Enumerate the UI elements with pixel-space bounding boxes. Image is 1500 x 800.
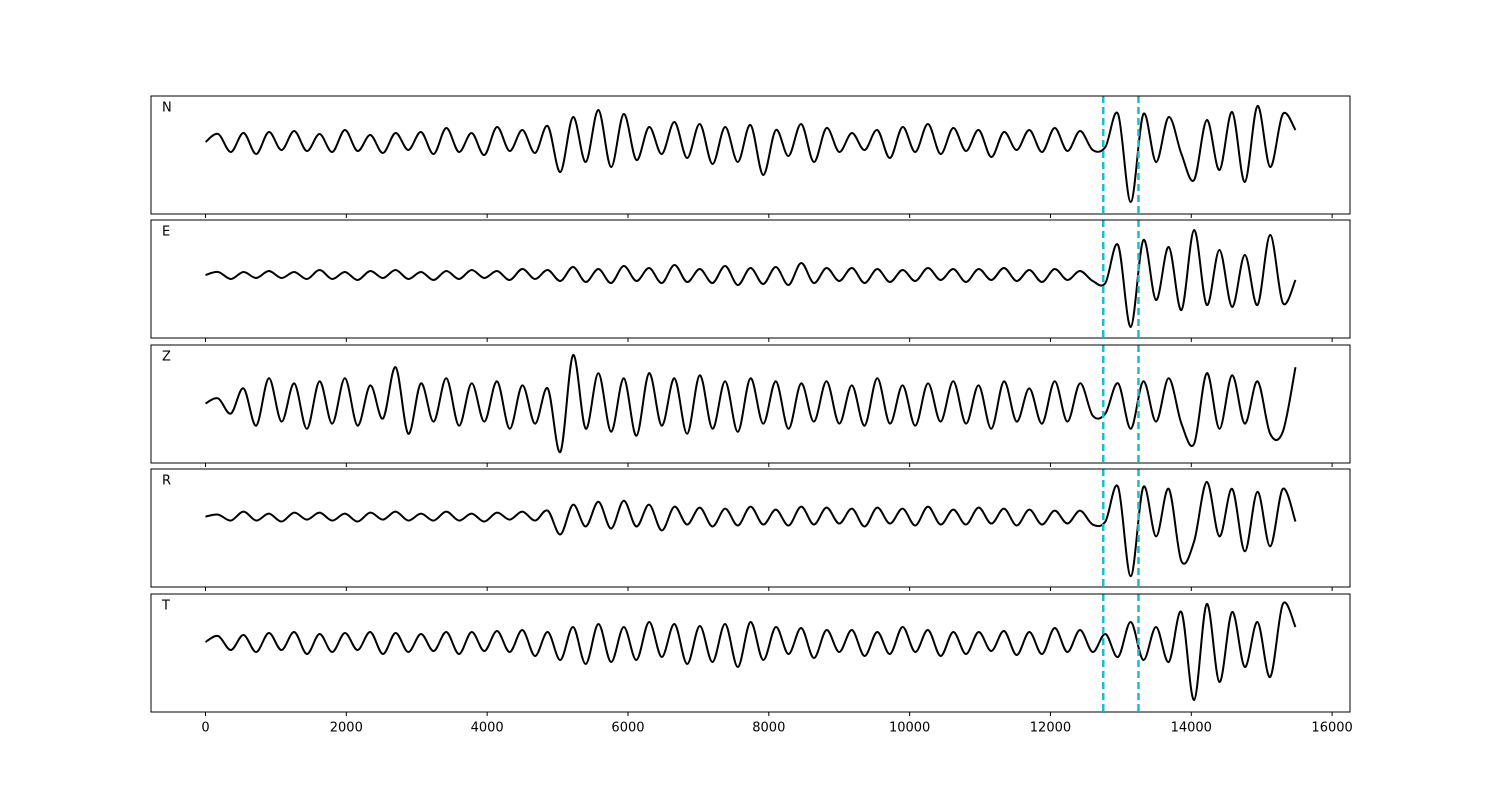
x-tick-label: 2000 — [330, 721, 363, 736]
panel-frame — [150, 344, 1351, 464]
trace — [205, 354, 1297, 453]
panel-label: R — [162, 474, 171, 489]
trace — [205, 228, 1297, 329]
panel-frame — [150, 468, 1351, 588]
x-tick-label: 10000 — [889, 721, 930, 736]
x-tick-label: 6000 — [611, 721, 644, 736]
trace — [204, 104, 1297, 203]
trace — [205, 480, 1297, 578]
x-tick-label: 12000 — [1030, 721, 1071, 736]
panel-frame — [150, 95, 1351, 215]
x-tick-label: 14000 — [1171, 721, 1212, 736]
panel-frame — [150, 593, 1351, 713]
x-tick-label: 16000 — [1311, 721, 1352, 736]
panel-label: N — [162, 101, 172, 116]
trace — [204, 601, 1297, 702]
panel-frame — [150, 219, 1351, 339]
panel-label: T — [161, 599, 170, 614]
x-tick-label: 4000 — [471, 721, 504, 736]
x-tick-label: 8000 — [752, 721, 785, 736]
panel-label: Z — [162, 350, 171, 365]
panel-label: E — [162, 225, 170, 240]
x-tick-label: 0 — [201, 721, 209, 736]
